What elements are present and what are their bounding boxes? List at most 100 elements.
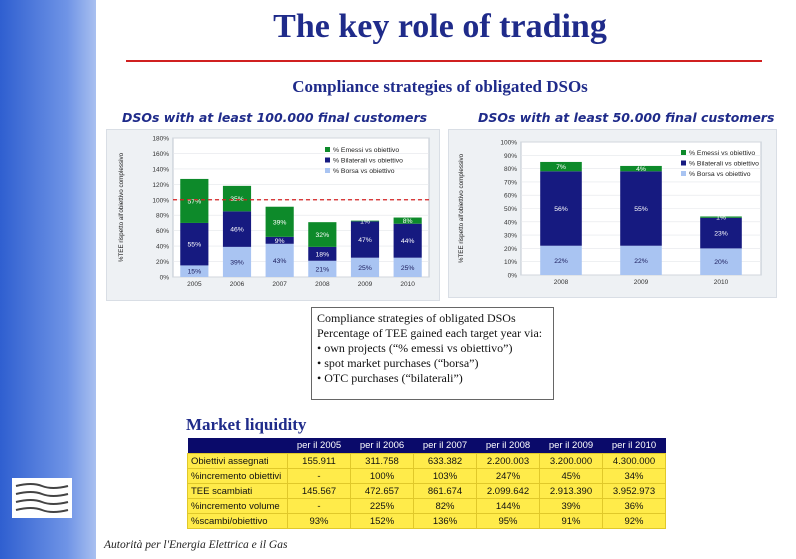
legend-swatch (681, 150, 686, 155)
chart-medium-dsos: 0% 10% 20% 30% 40% 50% 60% 70% 80% 90% 100% %TEE ri… (448, 129, 777, 298)
chart1-svg: 0% 20% 40% 60% 80% 100% 120% 140% 160% 180% %TEE r… (118, 136, 430, 288)
legend-label: % Emessi vs obiettivo (333, 147, 399, 154)
y-tick-label: 80% (156, 213, 169, 220)
y-axis-label: %TEE rispetto all'obiettivo complessivo (458, 153, 465, 263)
market-liquidity-table: per il 2005 per il 2006 per il 2007 per il … (187, 438, 666, 529)
table-header-row: per il 2005 per il 2006 per il 2007 per il … (187, 438, 666, 454)
table-cell: 247% (476, 468, 540, 484)
data-label: 18% (316, 251, 330, 258)
legend-swatch (681, 160, 686, 166)
legend-swatch (325, 168, 330, 173)
table-cell: 311.758 (350, 453, 414, 469)
data-label: 23% (714, 231, 728, 238)
table-row: TEE scambiati 145.567 472.657 861.674 2.099.… (187, 483, 666, 499)
x-tick-label: 2010 (714, 279, 729, 286)
table-cell: 2.913.390 (539, 483, 603, 499)
data-label: 25% (401, 265, 415, 272)
column-header: per il 2007 (413, 438, 477, 454)
data-label: 43% (273, 258, 287, 265)
bar-segment (700, 216, 742, 218)
y-tick-label: 140% (152, 166, 169, 173)
bar-segment (393, 217, 422, 224)
table-cell: 2.200.003 (476, 453, 540, 469)
y-tick-label: 40% (504, 219, 517, 226)
bar-segment (180, 265, 209, 277)
table-cell: 155.911 (287, 453, 351, 469)
table-cell: 136% (413, 513, 477, 529)
table-cell: - (287, 468, 351, 484)
x-tick-label: 2009 (358, 281, 373, 288)
bar-segment (308, 222, 337, 247)
data-label: 32% (316, 232, 330, 239)
y-tick-label: 80% (504, 166, 517, 173)
table-cell: 95% (476, 513, 540, 529)
table-cell: 82% (413, 498, 477, 514)
left-decor-band (0, 0, 96, 559)
x-tick-label: 2008 (315, 281, 330, 288)
table-row: %incremento volume -225% 82% 144% 39% 36% (187, 498, 666, 514)
legend-swatch (325, 157, 330, 163)
x-tick-label: 2005 (187, 281, 202, 288)
market-liquidity-title: Market liquidity (186, 415, 307, 434)
data-label: 55% (188, 242, 202, 249)
x-tick-label: 2008 (554, 279, 569, 286)
note-line-own-projects: • own projects (“% emessi vs obiettivo”) (317, 341, 513, 355)
row-label: %incremento volume (187, 498, 288, 514)
column-header-blank (187, 438, 288, 454)
table-cell: 144% (476, 498, 540, 514)
bar-segment (350, 221, 380, 258)
table-cell: 3.952.973 (602, 483, 666, 499)
bar-segment (222, 246, 252, 277)
y-tick-label: 30% (504, 233, 517, 240)
table-cell: 36% (602, 498, 666, 514)
data-label: 4% (636, 166, 646, 173)
chart-large-dsos: 0% 20% 40% 60% 80% 100% 120% 140% 160% 180% %TEE r… (106, 129, 440, 301)
data-label: 57% (188, 198, 202, 205)
data-label: 25% (358, 265, 372, 272)
data-label: 15% (188, 269, 202, 276)
y-tick-label: 120% (152, 182, 169, 189)
data-label: 56% (554, 206, 568, 213)
footer-authority: Autorità per l'Energia Elettrica e il Ga… (104, 539, 288, 551)
bar-segment (180, 222, 209, 266)
y-tick-label: 20% (504, 246, 517, 253)
table-cell: 2.099.642 (476, 483, 540, 499)
y-tick-label: 50% (504, 206, 517, 213)
column-header: per il 2006 (350, 438, 414, 454)
y-tick-label: 100% (152, 197, 169, 204)
column-header: per il 2005 (287, 438, 351, 454)
bar-segment (222, 185, 252, 212)
chart2-title: DSOs with at least 50.000 final customer… (478, 110, 775, 125)
y-tick-label: 60% (504, 193, 517, 200)
chart1-title: DSOs with at least 100.000 final custome… (122, 110, 428, 125)
slide-subtitle: Compliance strategies of obligated DSOs (292, 77, 588, 96)
bar-segment (350, 220, 380, 222)
data-label: 22% (634, 258, 648, 265)
data-label: 39% (273, 219, 287, 226)
column-header: per il 2010 (602, 438, 666, 454)
y-tick-label: 60% (156, 228, 169, 235)
bar-segment (265, 236, 294, 244)
legend-label: % Borsa vs obiettivo (689, 171, 751, 178)
table-cell: - (287, 498, 351, 514)
data-label: 9% (275, 238, 285, 245)
row-label: %scambi/obiettivo (187, 513, 288, 529)
table-cell: 45% (539, 468, 603, 484)
legend-label: % Bilaterali vs obiettivo (689, 161, 759, 168)
row-label: TEE scambiati (187, 483, 288, 499)
note-line-title: Compliance strategies of obligated DSOs (317, 311, 516, 325)
y-tick-label: 180% (152, 136, 169, 143)
table-row: Obiettivi assegnati 155.911 311.758 633.382… (187, 453, 666, 469)
data-label: 47% (358, 237, 372, 244)
y-tick-label: 90% (504, 153, 517, 160)
plot-area (172, 137, 430, 278)
data-label: 7% (556, 164, 566, 171)
table-cell: 34% (602, 468, 666, 484)
column-header: per il 2008 (476, 438, 540, 454)
bar-segment (620, 165, 662, 172)
table-cell: 145.567 (287, 483, 351, 499)
bar-segment (350, 257, 380, 277)
table-cell: 100% (350, 468, 414, 484)
x-tick-label: 2006 (230, 281, 245, 288)
y-tick-label: 20% (156, 259, 169, 266)
